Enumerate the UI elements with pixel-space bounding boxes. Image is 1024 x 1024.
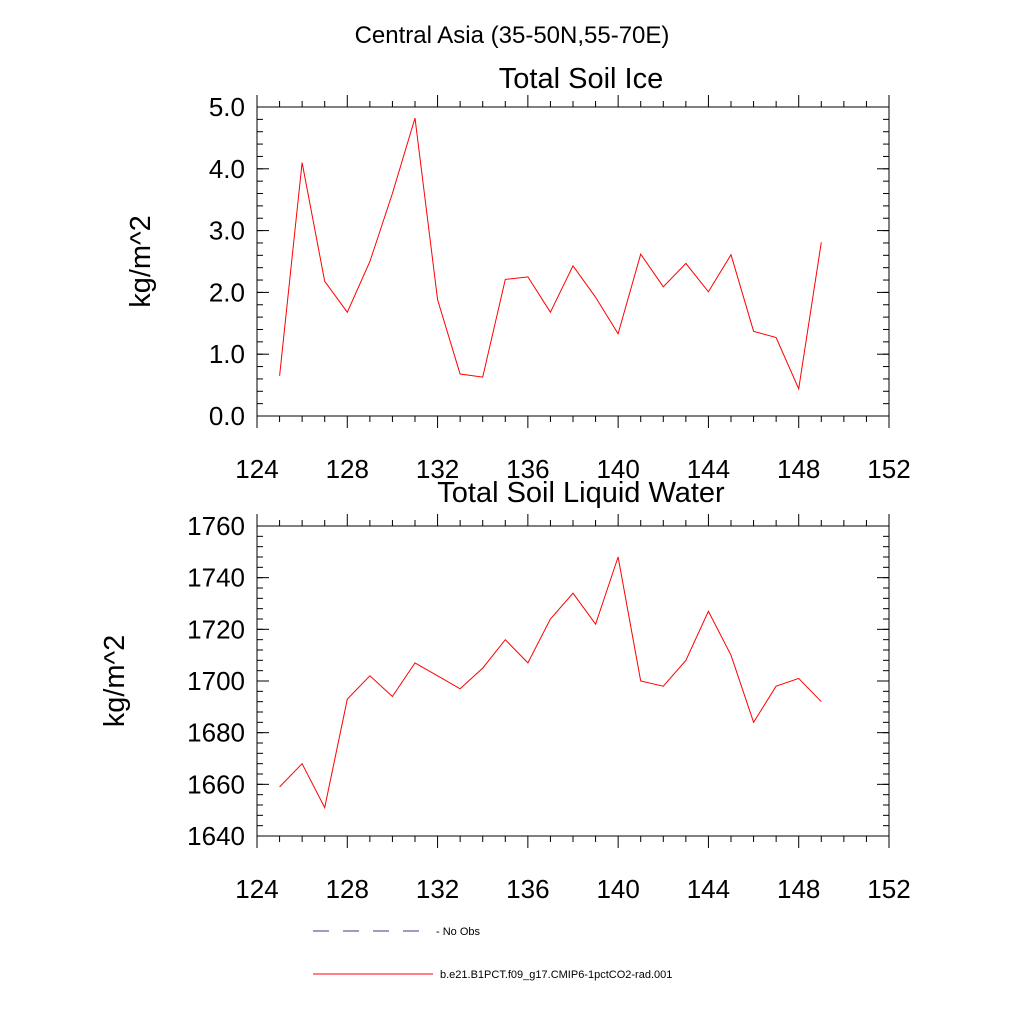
y-tick-label: 3.0	[209, 216, 245, 246]
x-tick-label: 136	[506, 454, 549, 484]
x-tick-label: 124	[235, 454, 278, 484]
legend-obs-label: - No Obs	[436, 926, 481, 938]
series-line	[279, 117, 822, 391]
y-tick-label: 4.0	[209, 154, 245, 184]
x-tick-label: 136	[506, 874, 549, 904]
x-tick-label: 148	[777, 874, 820, 904]
x-tick-label: 148	[777, 454, 820, 484]
panel-total-soil-liquid-water: Total Soil Liquid Water 124 128 132 136 140 14…	[99, 477, 911, 904]
x-tick-label: 132	[416, 454, 459, 484]
y-axis-label: kg/m^2	[99, 635, 131, 728]
y-tick-label: 1720	[187, 614, 245, 644]
x-tick-label: 152	[867, 874, 910, 904]
x-tick-label: 128	[326, 874, 369, 904]
y-tick-label: 1680	[187, 718, 245, 748]
y-tick-label: 0.0	[209, 401, 245, 431]
y-tick-label: 1660	[187, 769, 245, 799]
x-tick-label: 128	[326, 454, 369, 484]
chart-title: Total Soil Ice	[499, 63, 663, 95]
series-line	[279, 556, 822, 810]
x-tick-label: 132	[416, 874, 459, 904]
y-tick-label: 1.0	[209, 339, 245, 369]
plot-frame	[256, 106, 890, 417]
x-tick-label: 144	[687, 454, 730, 484]
y-tick-label: 1740	[187, 563, 245, 593]
chart-title: Total Soil Liquid Water	[437, 477, 725, 509]
y-tick-label: 5.0	[209, 92, 245, 122]
y-tick-label: 1700	[187, 666, 245, 696]
x-tick-label: 140	[596, 454, 639, 484]
y-tick-label: 1760	[187, 511, 245, 541]
y-tick-label: 1640	[187, 821, 245, 851]
x-tick-label: 140	[596, 874, 639, 904]
legend-model-label: b.e21.B1PCT.f09_g17.CMIP6-1pctCO2-rad.00…	[440, 969, 672, 981]
y-axis-label: kg/m^2	[125, 215, 157, 308]
x-tick-label: 124	[235, 874, 278, 904]
panel-total-soil-ice: Total Soil Ice 124 128 132 136 140 144 148 152 0.…	[125, 63, 911, 484]
x-tick-label: 144	[687, 874, 730, 904]
suptitle: Central Asia (35-50N,55-70E)	[355, 22, 670, 49]
legend: - No Obs b.e21.B1PCT.f09_g17.CMIP6-1pctC…	[313, 926, 672, 981]
x-tick-label: 152	[867, 454, 910, 484]
y-tick-label: 2.0	[209, 277, 245, 307]
plot-frame	[256, 525, 890, 837]
